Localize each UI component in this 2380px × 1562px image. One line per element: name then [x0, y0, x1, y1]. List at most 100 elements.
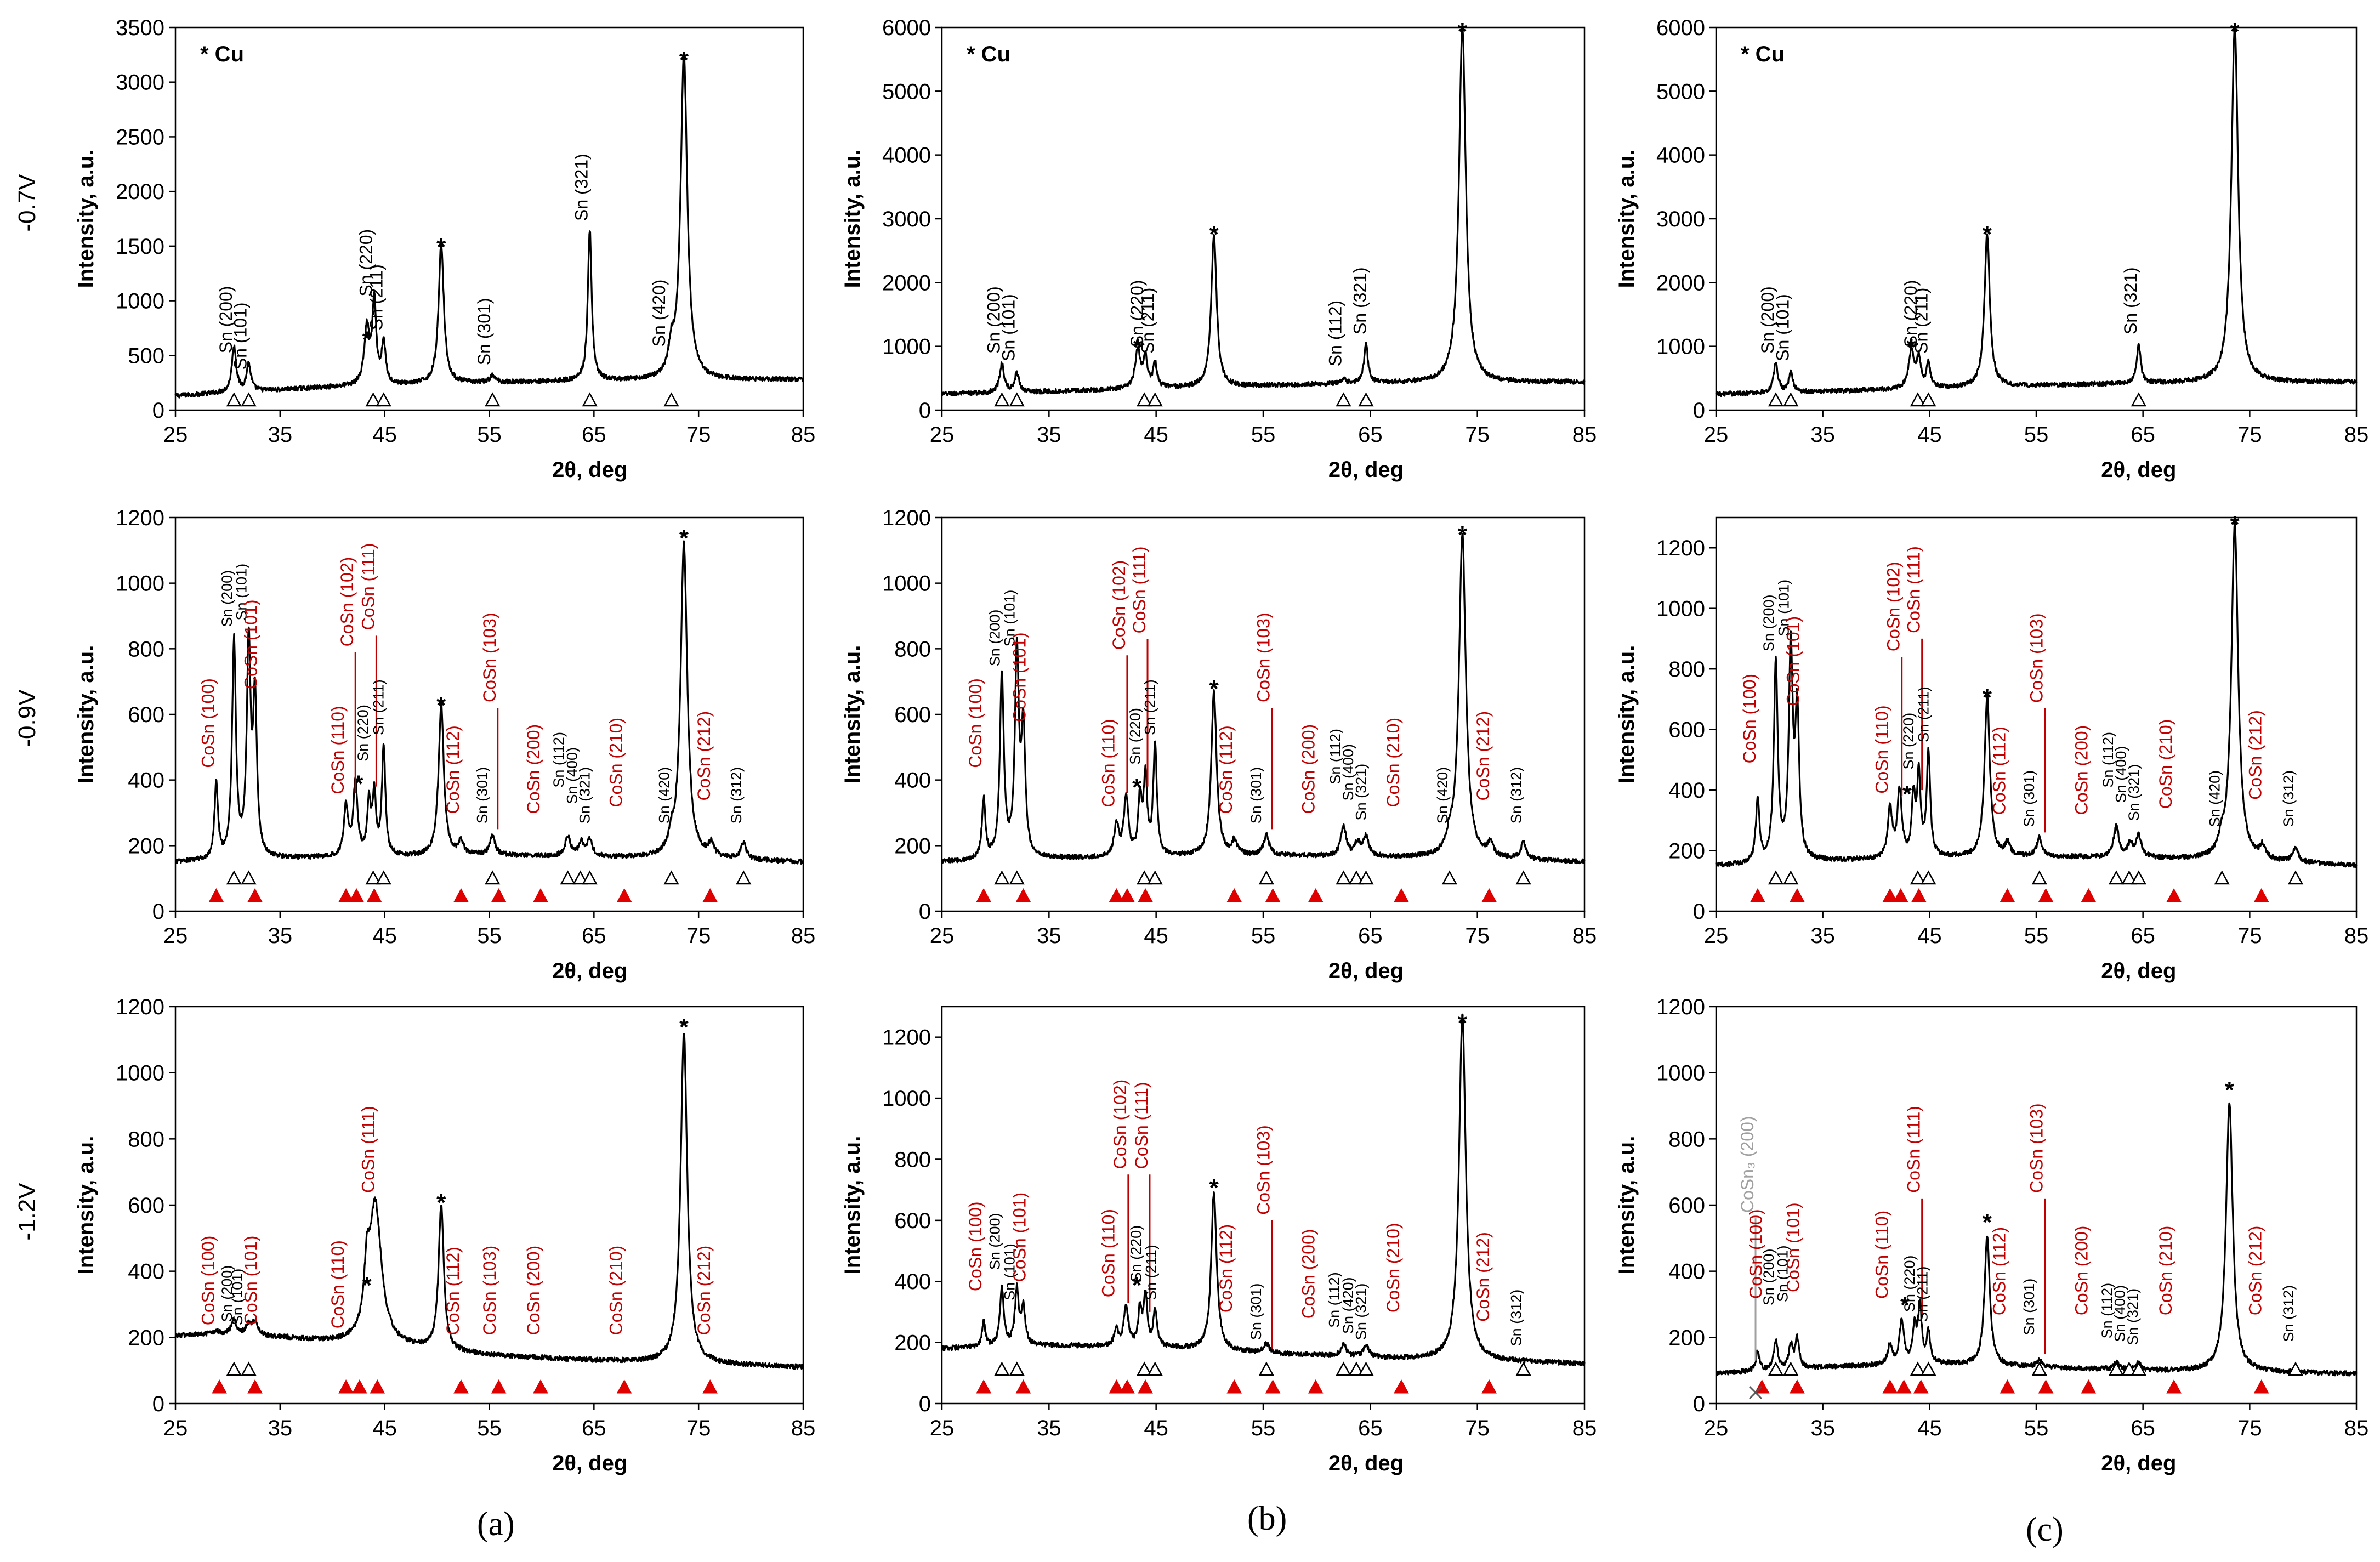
- y-tick-label: 3000: [1656, 207, 1705, 231]
- sn-phase-marker: [1768, 1361, 1784, 1376]
- cosn-peak-label: CoSn (212): [694, 1246, 714, 1336]
- sn-phase-marker: [1137, 392, 1152, 407]
- cosn-peak-label: CoSn (110): [328, 1240, 348, 1328]
- legend-cu: * Cu: [967, 42, 1010, 66]
- cosn-peak-label: CoSn (210): [2156, 719, 2175, 809]
- cosn-peak-label: CoSn (200): [524, 724, 543, 814]
- cosn-phase-marker: [208, 888, 224, 902]
- y-axis-title: Intensity, a.u.: [840, 1136, 865, 1275]
- y-tick-label: 4000: [1656, 144, 1705, 168]
- x-tick-label: 65: [2131, 924, 2155, 948]
- cosn-phase-marker: [1896, 1379, 1912, 1394]
- y-tick-label: 400: [1668, 1260, 1705, 1284]
- xrd-trace: [1715, 26, 2358, 397]
- y-tick-label: 600: [894, 703, 931, 727]
- x-tick-label: 35: [1810, 1416, 1835, 1440]
- sn-phase-marker: [365, 392, 381, 407]
- sn-phase-marker: [663, 870, 679, 885]
- cosn-peak-label: CoSn (100): [1746, 1209, 1766, 1299]
- sn-phase-marker: [1921, 392, 1936, 407]
- cosn-phase-marker: [2038, 888, 2054, 902]
- y-tick-label: 0: [1693, 1392, 1705, 1416]
- sn-phase-marker: [365, 870, 381, 885]
- x-tick-label: 65: [1358, 423, 1383, 447]
- y-tick-label: 3000: [116, 71, 164, 95]
- cosn-peak-label: CoSn (100): [198, 678, 218, 768]
- panel-r2c1: 0 200 400 600 800 1000 1200 25 35 45 55 65 75 85 2θ, d…: [840, 1006, 1597, 1475]
- sn-peak-label: Sn (220): [1901, 1256, 1918, 1313]
- cu-peak-star: *: [436, 1189, 446, 1216]
- cosn-peak-label: CoSn (112): [443, 725, 463, 814]
- sn-phase-marker: [582, 392, 598, 407]
- legend-cu: * Cu: [1741, 42, 1785, 66]
- y-tick-label: 1200: [1656, 995, 1705, 1019]
- cosn-phase-marker: [491, 888, 507, 902]
- cosn-phase-marker: [1394, 888, 1409, 902]
- sn-phase-marker: [1348, 870, 1365, 885]
- y-axis-title: Intensity, a.u.: [74, 1136, 98, 1275]
- cosn-phase-marker: [1750, 888, 1765, 902]
- panel-r0c2: 0 1000 2000 3000 4000 5000 6000 25 35 45 55 65 75 85 2…: [1615, 16, 2368, 482]
- cosn-peak-label: CoSn (112): [1216, 725, 1236, 814]
- sn-phase-marker: [2287, 870, 2304, 885]
- x-tick-label: 75: [2237, 423, 2262, 447]
- y-tick-label: 0: [152, 399, 164, 423]
- cosn-peak-label: CoSn (102): [1884, 561, 1904, 651]
- x-tick-label: 75: [1465, 924, 1490, 948]
- y-axis-title: Intensity, a.u.: [1615, 645, 1639, 784]
- cosn-peak-label: CoSn (103): [2027, 613, 2047, 703]
- x-tick-label: 35: [1037, 423, 1061, 447]
- y-tick-label: 200: [894, 834, 931, 858]
- y-axis-title: Intensity, a.u.: [1615, 150, 1639, 288]
- cu-peak-star: *: [1458, 1009, 1468, 1036]
- y-tick-label: 1200: [116, 506, 164, 530]
- y-axis-title: Intensity, a.u.: [840, 645, 865, 784]
- cosn3-phase-marker: [1748, 1385, 1763, 1400]
- sn-peak-label: Sn (312): [2280, 770, 2297, 827]
- x-tick-label: 45: [1917, 924, 1942, 948]
- sn-phase-marker: [1910, 392, 1926, 407]
- x-tick-label: 65: [582, 924, 606, 948]
- x-tick-label: 35: [268, 1416, 293, 1440]
- y-tick-label: 400: [128, 1260, 164, 1284]
- y-tick-label: 1200: [116, 995, 164, 1019]
- sn-peak-label: Sn (211): [1138, 288, 1158, 354]
- y-tick-label: 1000: [116, 289, 164, 314]
- cu-peak-star: *: [1132, 774, 1142, 801]
- sn-peak-label: Sn (301): [474, 298, 494, 365]
- cosn-peak-label: CoSn (103): [480, 612, 499, 702]
- sn-peak-label: Sn (420): [1434, 767, 1451, 824]
- sn-peak-label: Sn (420): [649, 280, 669, 347]
- cosn-phase-marker: [1120, 888, 1135, 902]
- sn-phase-marker: [241, 870, 257, 885]
- sn-peak-label: Sn (101): [999, 294, 1019, 361]
- sn-phase-marker: [226, 1361, 242, 1376]
- cu-peak-star: *: [436, 234, 446, 260]
- y-tick-label: 200: [128, 834, 164, 858]
- y-tick-label: 500: [128, 344, 164, 368]
- cosn-phase-marker: [338, 888, 354, 902]
- x-tick-label: 75: [686, 1416, 711, 1440]
- sn-phase-marker: [226, 392, 242, 407]
- cosn-peak-label: CoSn (210): [606, 718, 626, 808]
- x-axis-title: 2θ, deg: [552, 458, 627, 482]
- cu-peak-star: *: [2230, 18, 2240, 45]
- x-tick-label: 45: [372, 1416, 397, 1440]
- cosn-peak-label: CoSn (100): [965, 1201, 985, 1291]
- y-tick-label: 1000: [882, 335, 931, 359]
- y-tick-label: 2000: [116, 180, 164, 204]
- x-tick-label: 55: [477, 423, 502, 447]
- cu-peak-star: *: [679, 1014, 689, 1041]
- panel-r1c0: 0 200 400 600 800 1000 1200 25 35 45 55 65 75 85 2θ, d…: [74, 506, 815, 983]
- cosn-phase-marker: [976, 1379, 992, 1394]
- x-tick-label: 75: [1465, 1416, 1490, 1440]
- cosn-peak-label: CoSn (200): [1299, 724, 1319, 814]
- y-tick-label: 1000: [882, 1087, 931, 1111]
- column-label-c: (c): [2026, 1511, 2064, 1548]
- cosn-phase-marker: [1226, 888, 1242, 902]
- cosn-peak-label: CoSn (101): [241, 1236, 261, 1326]
- cosn-phase-marker: [533, 1379, 548, 1394]
- y-tick-label: 6000: [1656, 16, 1705, 40]
- cosn-peak-label: CoSn (101): [1783, 1202, 1803, 1292]
- sn-peak-label: Sn (112): [1326, 1272, 1343, 1328]
